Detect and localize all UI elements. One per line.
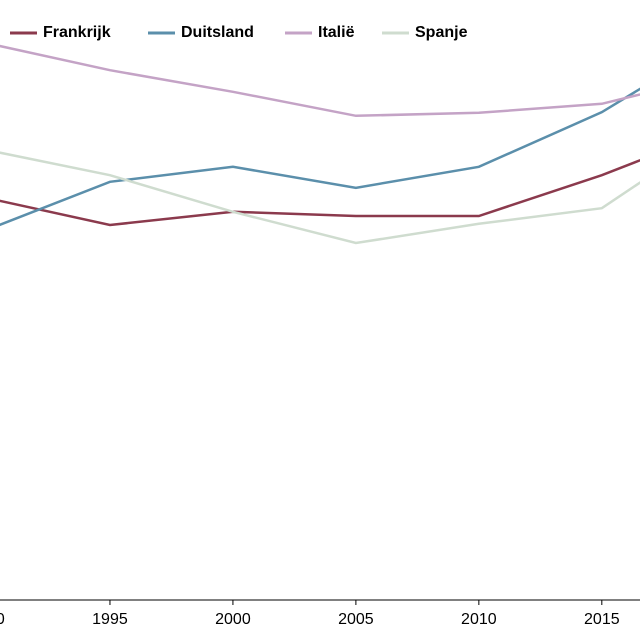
legend-label: Frankrijk (43, 24, 111, 41)
x-tick-label: 1990 (0, 611, 5, 628)
series-line (0, 151, 640, 245)
series-line (0, 44, 640, 118)
series-line (0, 158, 640, 227)
x-tick-label: 2015 (584, 611, 620, 628)
legend-label: Duitsland (181, 24, 254, 41)
series-line (0, 87, 640, 227)
legend-label: Italië (318, 24, 355, 41)
x-tick-label: 1995 (92, 611, 128, 628)
x-tick-label: 2010 (461, 611, 497, 628)
legend-label: Spanje (415, 24, 468, 41)
x-tick-label: 2005 (338, 611, 374, 628)
x-tick-label: 2000 (215, 611, 251, 628)
